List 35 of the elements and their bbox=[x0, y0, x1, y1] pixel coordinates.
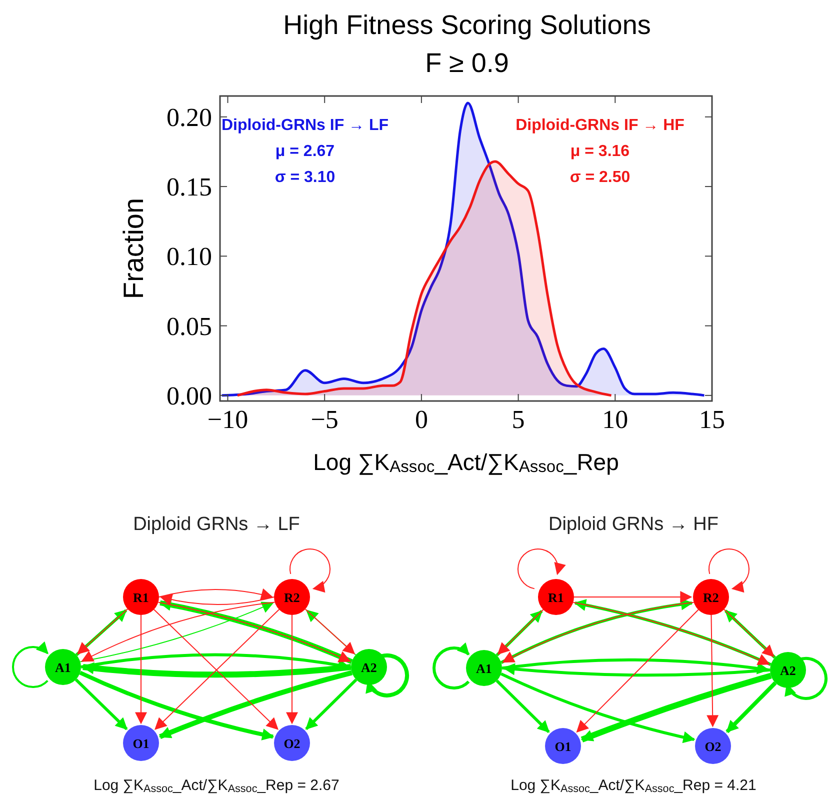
y-tick-label: 0.20 bbox=[166, 102, 212, 132]
x-tick-label: 5 bbox=[512, 405, 525, 434]
annotation: σ = 2.50 bbox=[570, 169, 630, 186]
category-label: O2 bbox=[704, 739, 722, 754]
y-tick-label: 0.15 bbox=[166, 172, 212, 202]
category-label: O1 bbox=[132, 736, 150, 751]
text: Diploid-GRNs IF → LF bbox=[221, 117, 389, 134]
category-label: R2 bbox=[703, 590, 719, 605]
x-tick-label: 10 bbox=[602, 405, 628, 434]
category-label: A2 bbox=[780, 663, 796, 678]
category-label: O2 bbox=[284, 736, 300, 751]
y-tick-label: 0.05 bbox=[166, 312, 212, 341]
text: Diploid GRNs → HF bbox=[548, 514, 718, 535]
x-tick-label: −5 bbox=[310, 405, 338, 434]
text: Diploid GRNs → LF bbox=[133, 514, 300, 535]
category-label: R1 bbox=[133, 590, 149, 605]
chart-subtitle: F ≥ 0.9 bbox=[425, 48, 509, 78]
y-tick-label: 0.10 bbox=[166, 242, 212, 272]
category-label: R2 bbox=[284, 590, 300, 605]
text: Log ∑KAssoc_Act/∑KAssoc_Rep = 2.67 bbox=[94, 777, 340, 795]
x-tick-label: 15 bbox=[699, 405, 725, 434]
text: Log ∑KAssoc_Act/∑KAssoc_Rep = 4.21 bbox=[510, 777, 756, 795]
category-label: A1 bbox=[55, 660, 71, 675]
category-label: R1 bbox=[548, 590, 564, 605]
annotation: μ = 2.67 bbox=[275, 143, 335, 160]
annotation: σ = 3.10 bbox=[274, 169, 336, 186]
category-label: O1 bbox=[554, 739, 572, 754]
y-axis-title: Fraction bbox=[118, 198, 149, 300]
x-axis-title: Log ∑K$_{Assoc}$_Act/∑K$_{Assoc}$_Rep bbox=[313, 449, 619, 476]
x-tick-label: 0 bbox=[414, 405, 428, 434]
chart-title: High Fitness Scoring Solutions bbox=[283, 10, 651, 40]
category-label: A1 bbox=[476, 661, 492, 676]
annotation: μ = 3.16 bbox=[570, 143, 630, 160]
text: Diploid-GRNs IF → HF bbox=[516, 117, 685, 134]
category-label: A2 bbox=[361, 660, 377, 675]
